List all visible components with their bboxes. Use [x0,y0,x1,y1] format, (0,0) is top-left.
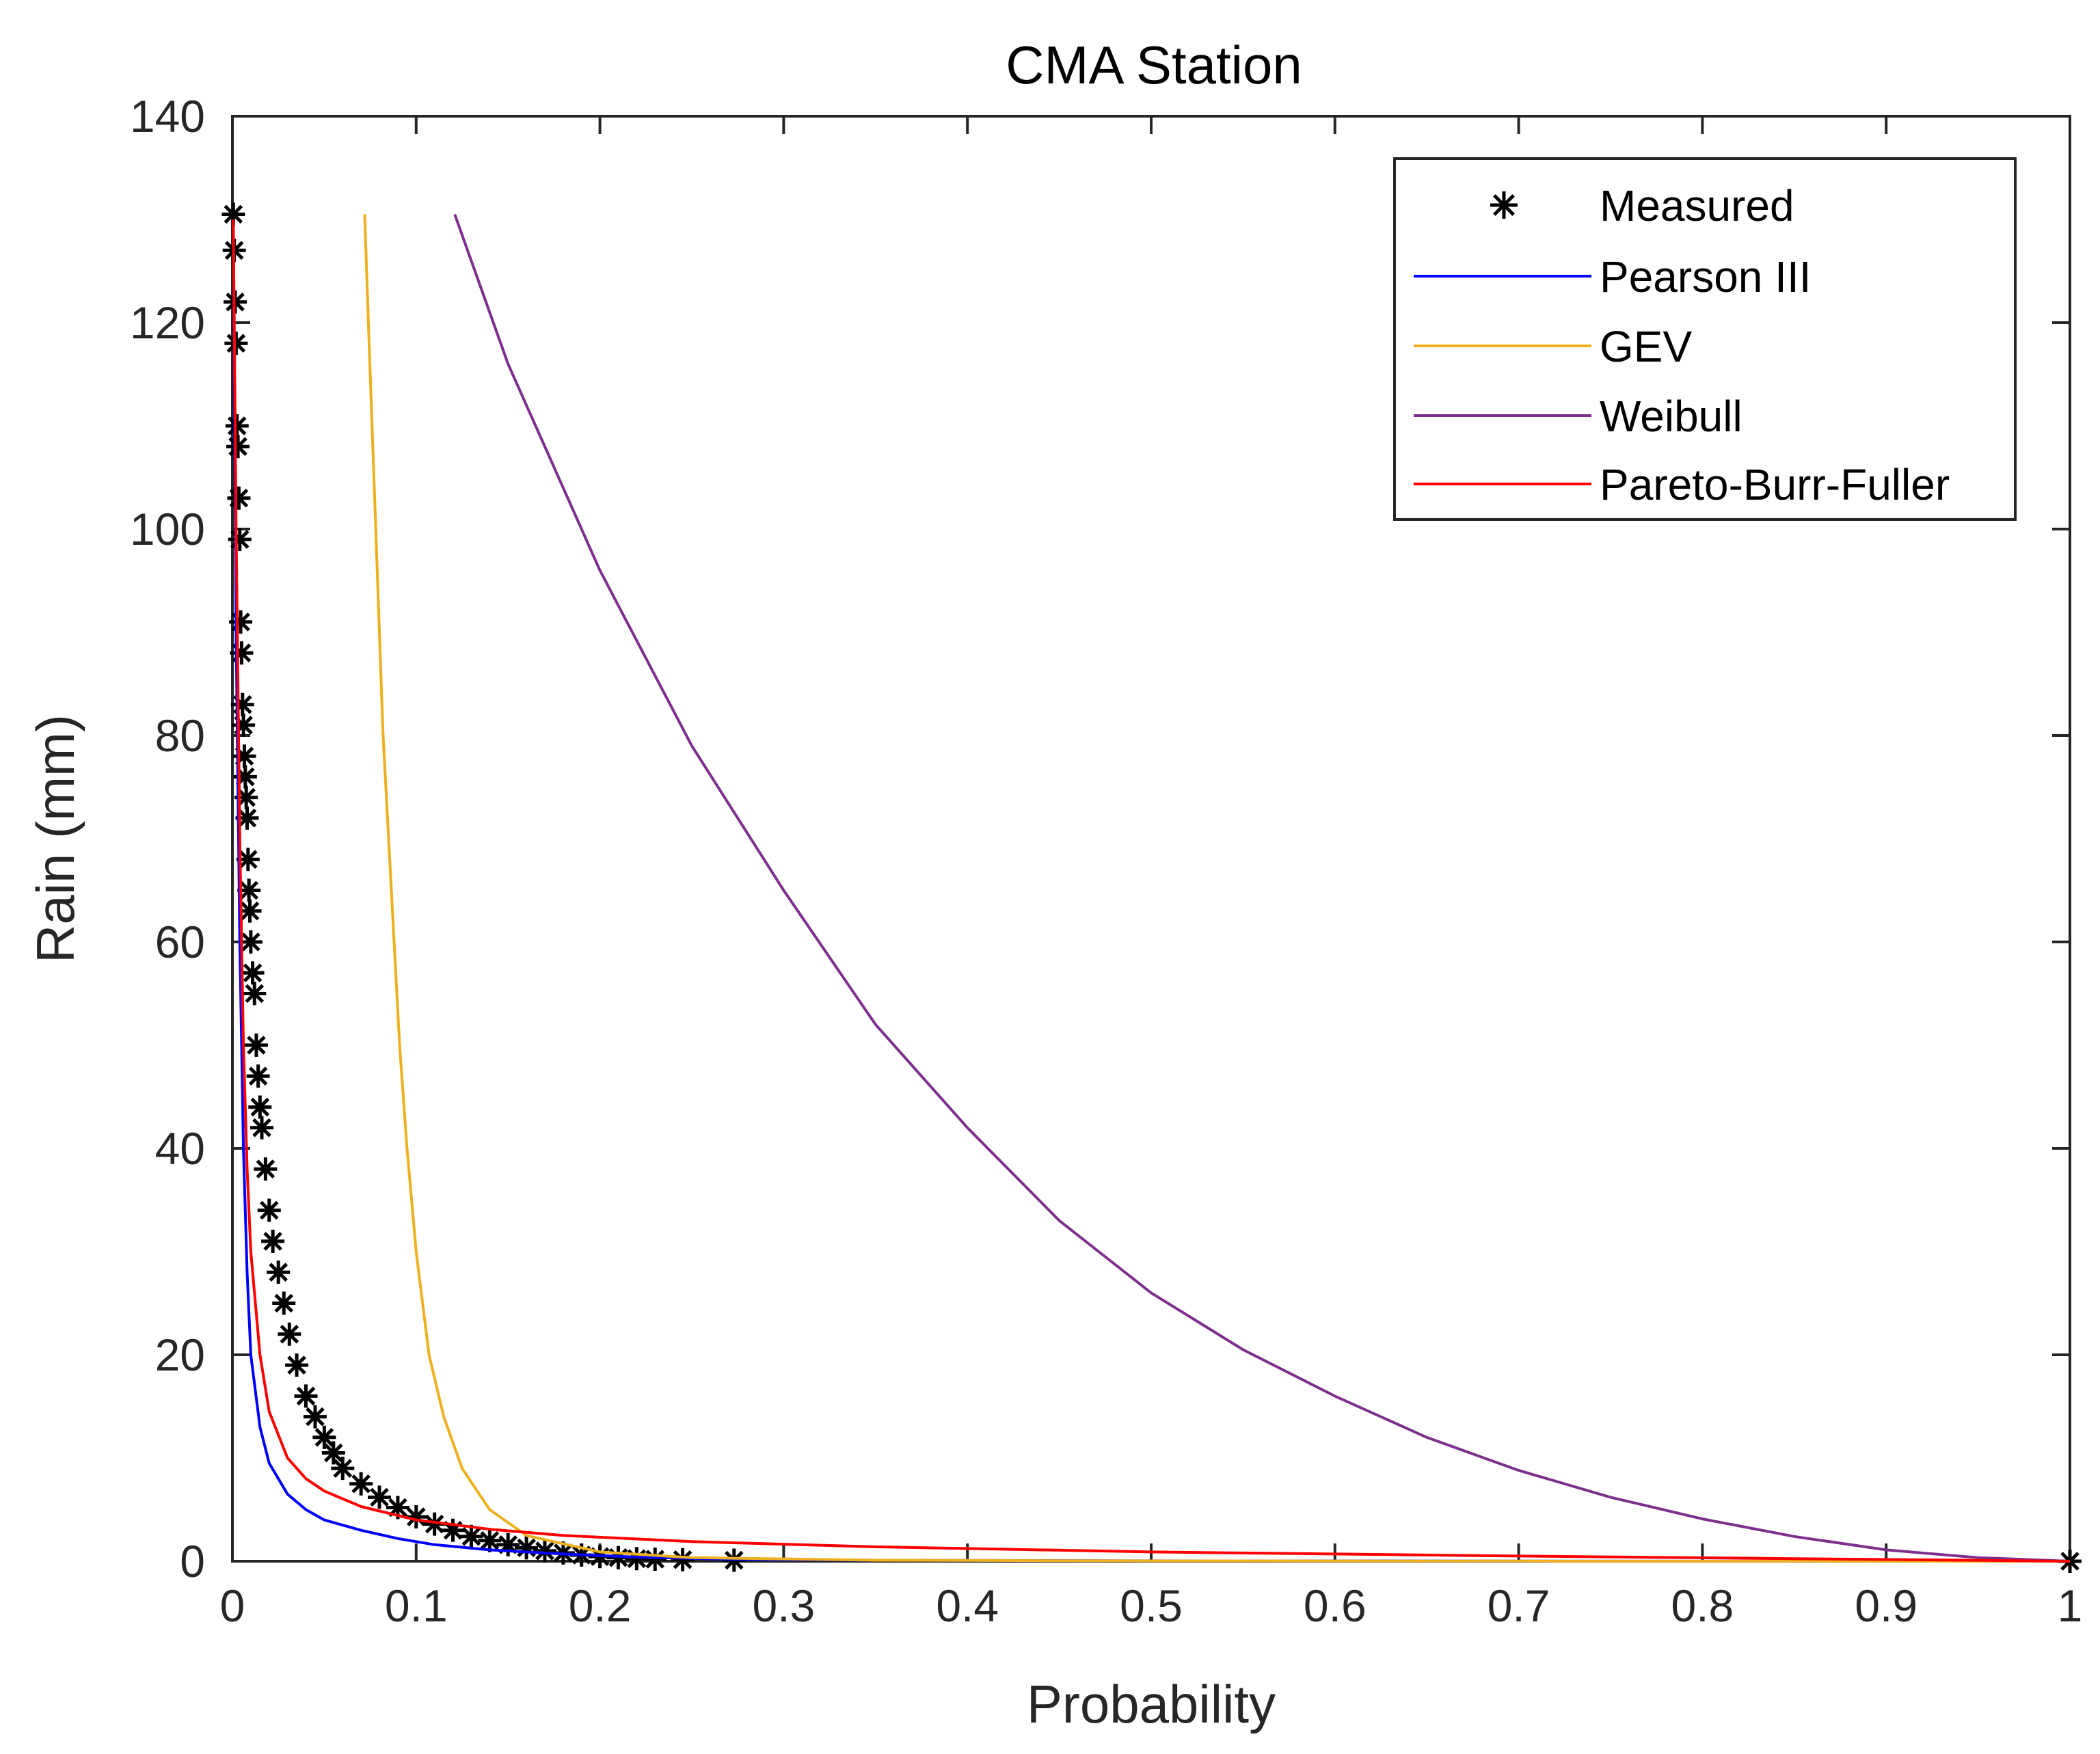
measured-point [643,1547,667,1571]
x-tick-label: 1 [2058,1580,2083,1631]
measured-point [321,1441,345,1465]
measured-point [224,332,248,355]
measured-point [241,961,265,985]
x-tick-label: 0.4 [936,1580,999,1631]
measured-point [671,1548,695,1571]
measured-point [232,713,256,737]
measured-point [478,1528,502,1552]
legend-label: Weibull [1600,392,1742,441]
measured-point [228,528,252,552]
measured-point [227,486,251,510]
measured-point [248,1095,272,1119]
measured-point [459,1524,483,1548]
y-tick-label: 40 [155,1123,205,1174]
y-axis-tick-labels: 0 20 40 60 80 100 120 140 [130,91,205,1587]
x-axis-tick-labels: 0 0.1 0.2 0.3 0.4 0.5 0.6 0.7 0.8 0.9 1 [220,1580,2083,1631]
y-tick-label: 0 [180,1536,205,1587]
measured-point [278,1322,301,1346]
legend-item-gev: GEV [1414,322,1692,371]
measured-point [331,1457,355,1481]
x-tick-label: 0.1 [385,1580,448,1631]
legend-label: Pearson III [1600,252,1812,301]
measured-point [243,982,267,1006]
legend-label: Measured [1600,181,1794,230]
measured-point [246,1064,270,1088]
y-tick-label: 120 [130,297,205,348]
measured-point [250,1116,274,1139]
x-tick-label: 0.3 [753,1580,816,1631]
y-tick-label: 20 [155,1330,205,1380]
measured-point [261,1229,285,1253]
measured-point [368,1485,392,1509]
series-line-weibull [453,213,2071,1563]
legend-label: GEV [1600,322,1692,371]
measured-point [272,1291,296,1315]
data-series [221,202,2082,1573]
measured-point [285,1353,309,1377]
measured-point [244,1034,268,1057]
measured-point [226,435,250,459]
legend-item-weibull: Weibull [1414,392,1742,441]
legend-label: Pareto-Burr-Fuller [1600,460,1950,509]
measured-point [254,1157,278,1181]
x-tick-label: 0.9 [1855,1580,1917,1631]
measured-point [257,1198,281,1222]
series-line-gev [363,214,2071,1563]
x-tick-label: 0.7 [1488,1580,1550,1631]
measured-point [225,414,249,437]
measured-point [229,610,253,634]
measured-point [230,641,254,665]
measured-point [349,1472,373,1496]
legend: Measured Pearson III GEV Weibull Pareto-Burr… [1393,157,2017,521]
measured-point [496,1533,520,1556]
y-tick-label: 140 [130,91,205,141]
legend-item-pearson-iii: Pearson III [1414,252,1812,301]
y-tick-label: 80 [155,710,205,761]
x-tick-label: 0 [220,1580,245,1631]
measured-point [230,692,254,716]
chart-title: CMA Station [1006,35,1302,95]
measured-point [312,1425,336,1449]
measured-point [294,1384,318,1408]
legend-item-pareto-burr-fuller: Pareto-Burr-Fuller [1414,460,1950,509]
y-axis-label: Rain (mm) [25,714,85,963]
measured-point [235,806,259,830]
x-tick-label: 0.5 [1120,1580,1183,1631]
measured-point [515,1536,539,1560]
x-axis-label: Probability [1027,1674,1276,1734]
measured-point [441,1518,465,1542]
x-tick-label: 0.2 [569,1580,632,1631]
measured-point [237,878,261,902]
legend-item-measured: Measured [1490,181,1794,230]
series-line-pareto-burr-fuller [232,219,2071,1563]
x-tick-label: 0.6 [1304,1580,1367,1631]
measured-point [303,1405,327,1429]
measured-point [267,1260,291,1284]
x-tick-label: 0.8 [1671,1580,1734,1631]
measured-point [239,930,262,954]
y-tick-label: 60 [155,917,205,967]
legend-box [1393,157,2017,521]
legend-marker-asterisk [1490,191,1518,219]
y-tick-label: 100 [130,504,205,554]
measured-point [533,1539,556,1563]
